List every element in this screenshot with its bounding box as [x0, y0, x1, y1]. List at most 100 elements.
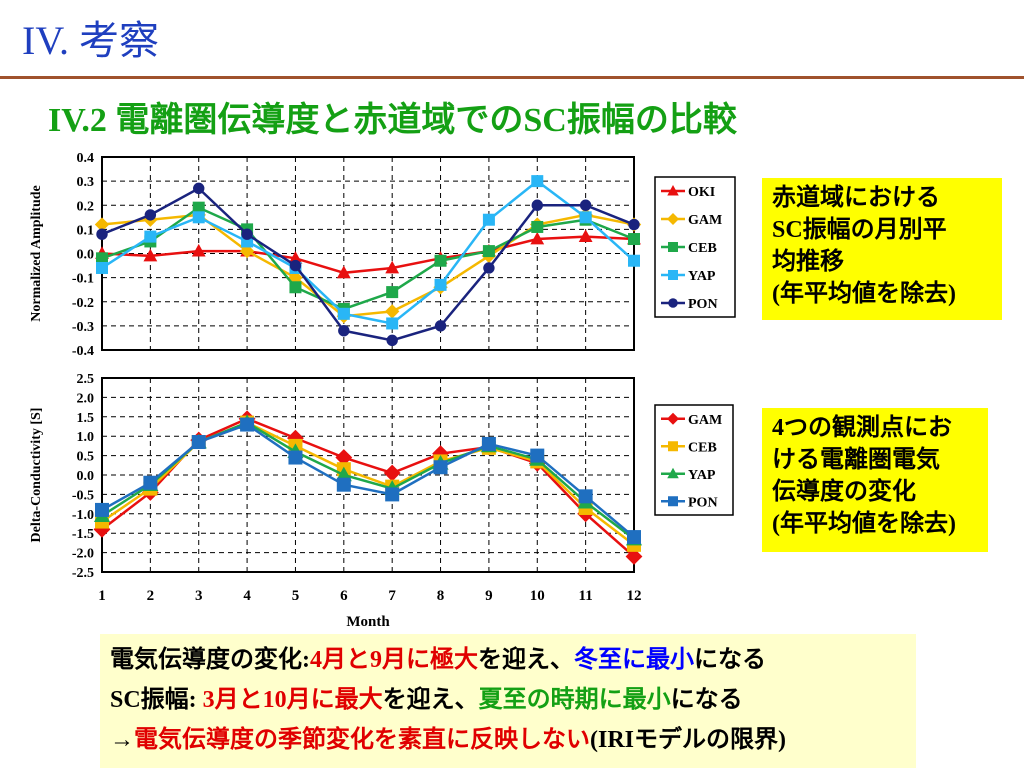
data-point-gam	[384, 304, 400, 319]
data-point-ceb	[192, 201, 205, 214]
note-line: 均推移	[772, 249, 844, 275]
annotation-conductivity: 4つの観測点にお ける電離圏電気 伝導度の変化 (年平均値を除去)	[762, 408, 988, 552]
data-point-ceb	[386, 286, 399, 299]
summary-highlight: 4月と9月に極大	[310, 647, 478, 673]
data-point-oki	[143, 248, 158, 262]
series-line-pon	[101, 186, 635, 342]
data-point-yap	[144, 230, 157, 243]
y-tick-label: -0.1	[72, 272, 94, 287]
y-tick-label: 2.5	[77, 372, 95, 387]
series-line-gam	[101, 213, 635, 318]
legend-label: CEB	[688, 241, 717, 256]
summary-text: 電気伝導度の変化:	[110, 647, 310, 673]
y-tick-label: 1.0	[77, 430, 95, 445]
y-tick-label: 1.5	[77, 411, 95, 426]
x-tick-label: 12	[627, 588, 642, 604]
x-tick-label: 1	[98, 588, 106, 604]
data-point-yap	[335, 466, 352, 482]
data-point-pon	[628, 218, 640, 231]
series-line-yap	[101, 179, 635, 325]
summary-highlight: 3月と10月に最大	[202, 687, 383, 713]
legend-label: PON	[688, 495, 718, 510]
y-tick-label: 0.0	[77, 469, 95, 484]
data-point-pon	[96, 228, 108, 240]
data-point-pon	[338, 325, 350, 337]
data-point-pon	[143, 475, 158, 490]
plot-frame	[101, 377, 635, 573]
series-line-ceb	[101, 206, 635, 311]
note-line: SC振幅の月別平	[772, 217, 947, 243]
y-tick-label: -0.3	[72, 320, 94, 335]
summary-highlight: 電気伝導度の季節変化を素直に反映しない	[134, 727, 590, 753]
y-tick-label: 0.4	[77, 151, 95, 166]
summary-highlight: 冬至に最小	[574, 647, 694, 673]
data-point-gam	[383, 464, 401, 482]
y-tick-label: 0.2	[77, 199, 95, 214]
data-point-gam	[94, 217, 110, 232]
y-axis-label: Normalized Amplitude	[29, 185, 44, 322]
legend-label: CEB	[688, 440, 717, 455]
data-point-pon	[481, 436, 496, 451]
data-point-ceb	[628, 233, 640, 246]
summary-text: (IRIモデルの限界)	[590, 727, 786, 753]
series-line-pon	[101, 423, 635, 539]
summary-text: SC振幅:	[110, 687, 203, 713]
x-tick-label: 7	[388, 588, 396, 604]
note-line: 4つの観測点にお	[772, 415, 952, 441]
summary-line-3: →電気伝導度の季節変化を素直に反映しない(IRIモデルの限界)	[110, 720, 906, 760]
summary-text: になる	[694, 647, 766, 673]
note-line: (年平均値を除去)	[772, 511, 956, 537]
data-point-pon	[288, 450, 303, 465]
data-point-ceb	[531, 220, 544, 233]
x-tick-label: 9	[485, 588, 493, 604]
data-point-gam	[625, 548, 643, 565]
x-tick-label: 10	[530, 588, 545, 604]
data-point-pon	[336, 477, 351, 492]
annotation-sc-amplitude: 赤道域における SC振幅の月別平 均推移 (年平均値を除去)	[762, 178, 1002, 320]
data-point-yap	[96, 261, 108, 274]
y-tick-label: -0.2	[72, 296, 94, 311]
legend-label: YAP	[688, 468, 716, 483]
data-point-oki	[385, 260, 400, 274]
data-point-pon	[191, 435, 206, 450]
x-tick-label: 3	[195, 588, 203, 604]
legend-label: YAP	[688, 269, 716, 284]
data-point-pon	[483, 262, 495, 274]
series-line-gam	[101, 417, 635, 558]
legend-marker	[667, 213, 679, 225]
legend-marker	[667, 185, 679, 196]
data-point-pon	[531, 199, 543, 211]
summary-text: になる	[670, 687, 743, 713]
data-point-ceb	[96, 252, 108, 265]
data-point-oki	[288, 251, 303, 264]
summary-line-2: SC振幅: 3月と10月に最大を迎え、夏至の時期に最小になる	[110, 680, 906, 720]
data-point-pon	[578, 489, 593, 504]
data-point-yap	[628, 254, 640, 267]
data-point-pon	[144, 209, 157, 221]
legend-label: GAM	[688, 213, 722, 228]
note-line: 伝導度の変化	[772, 479, 916, 505]
data-point-yap	[434, 278, 447, 291]
data-point-oki	[191, 243, 206, 257]
legend-marker	[668, 270, 678, 280]
y-tick-label: -2.5	[72, 566, 94, 581]
data-point-oki	[530, 231, 545, 245]
x-axis-label: Month	[346, 614, 390, 630]
note-line: (年平均値を除去)	[772, 281, 956, 307]
data-point-pon	[385, 487, 400, 502]
data-point-yap	[531, 175, 544, 188]
data-point-yap	[192, 211, 205, 224]
data-point-oki	[578, 229, 593, 243]
summary-text: →	[110, 727, 134, 753]
x-tick-label: 5	[292, 588, 300, 604]
title-divider	[0, 76, 1024, 79]
summary-highlight: 夏至の時期に最小	[478, 687, 671, 713]
x-tick-label: 8	[437, 588, 445, 604]
y-tick-label: -2.0	[72, 547, 94, 562]
note-line: 赤道域における	[772, 185, 940, 211]
data-point-gam	[239, 243, 255, 259]
data-point-ceb	[434, 254, 447, 267]
chart-area: 0.4 0.3 0.2 0.1 0.0 -0.1 -0.2 -0.3 -0.4 Normalize…	[29, 151, 736, 630]
legend-label: GAM	[688, 413, 722, 428]
data-point-gam	[335, 449, 353, 466]
